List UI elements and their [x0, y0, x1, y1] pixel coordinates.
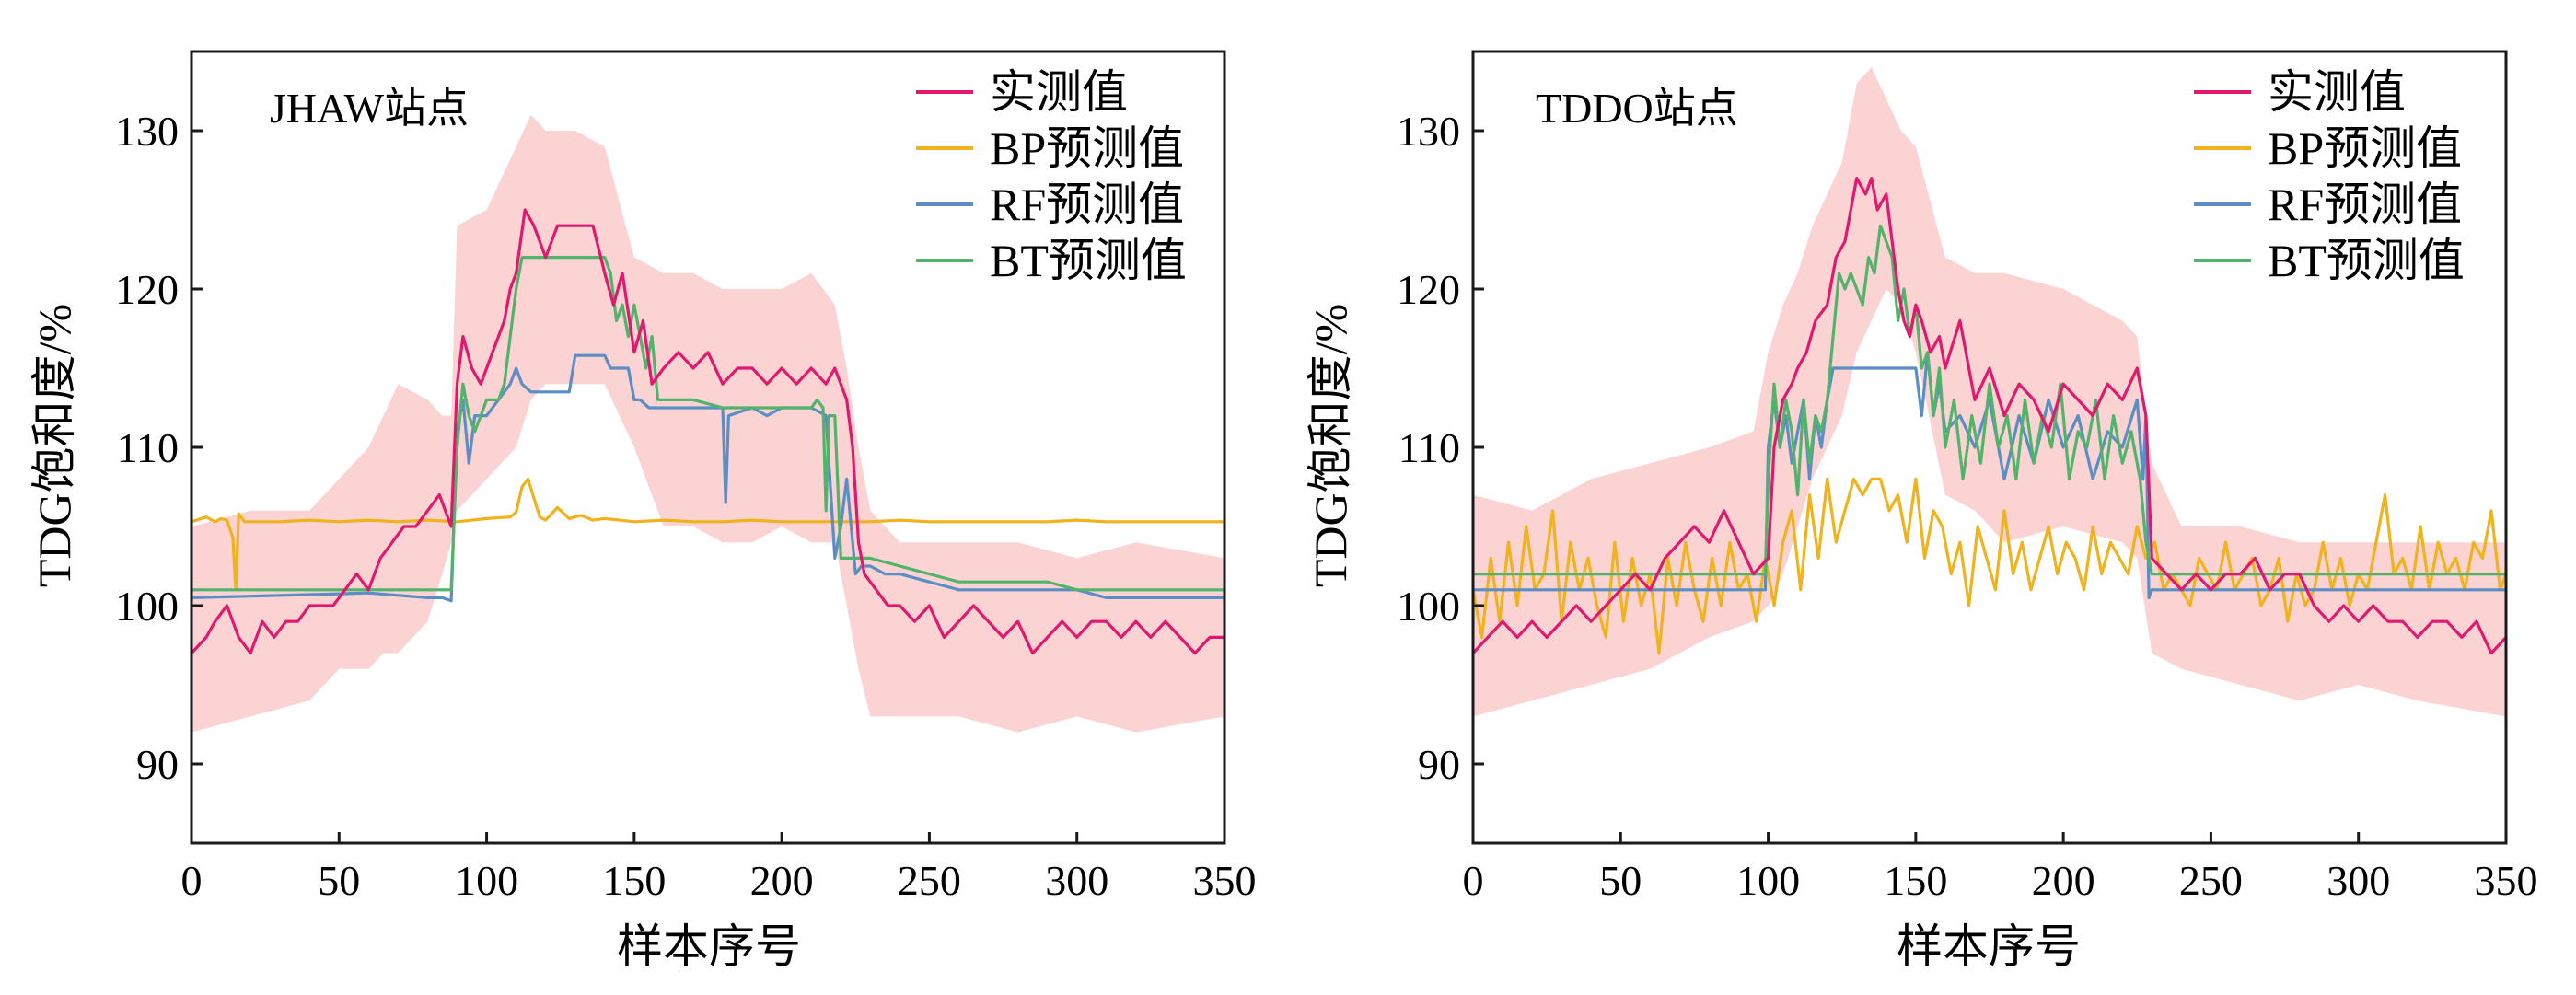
x-tick-label: 100 [455, 857, 518, 904]
x-tick-label: 200 [750, 857, 814, 904]
plot-area: 0 50 100 150 200 250 300 350 90 100 110 120 130 [1397, 50, 2538, 904]
legend-label: BP预测值 [990, 122, 1184, 174]
x-tick-label: 250 [898, 857, 961, 904]
x-tick-label: 0 [181, 857, 203, 904]
y-axis-title: TDG饱和度/% [1305, 304, 1356, 587]
legend-label: RF预测值 [2268, 179, 2462, 230]
legend-label: BP预测值 [2268, 122, 2462, 174]
x-axis-title: 样本序号 [617, 920, 801, 972]
x-tick-label: 300 [2327, 857, 2390, 904]
y-tick-label: 130 [115, 108, 179, 155]
y-tick-label: 130 [1397, 108, 1460, 155]
y-tick-label: 90 [1418, 741, 1460, 788]
x-tick-label: 350 [2475, 857, 2538, 904]
x-tick-label: 50 [318, 857, 360, 904]
legend-label: BT预测值 [990, 235, 1187, 286]
series-line-1 [190, 208, 1224, 655]
series-line-1 [1471, 177, 2508, 655]
y-tick-label: 110 [117, 424, 179, 471]
y-tick-label: 100 [115, 583, 179, 630]
x-tick-label: 350 [1193, 857, 1257, 904]
x-tick-label: 100 [1736, 857, 1800, 904]
legend-label: 实测值 [2268, 66, 2406, 118]
y-tick-label: 110 [1398, 424, 1460, 471]
site-label: JHAW站点 [270, 85, 469, 132]
x-tick-label: 300 [1045, 857, 1108, 904]
x-tick-label: 50 [1599, 857, 1642, 904]
series-line-2 [191, 477, 1224, 592]
legend-label: BT预测值 [2268, 235, 2465, 286]
x-tick-label: 0 [1463, 857, 1484, 904]
series-line-4 [1473, 224, 2506, 576]
legend-label: 实测值 [990, 66, 1128, 118]
x-axis-title: 样本序号 [1897, 920, 2081, 972]
y-tick-label: 120 [1397, 266, 1460, 313]
series-line-3 [191, 353, 1224, 603]
plot-area: 0 50 100 150 200 250 300 350 90 100 110 120 130 [115, 50, 1257, 904]
site-label: TDDO站点 [1536, 85, 1738, 132]
y-tick-label: 120 [115, 266, 179, 313]
chart-panel-tddo: 0 50 100 150 200 250 300 350 90 100 110 120 130 TDDO… [1305, 50, 2538, 972]
x-tick-label: 150 [1884, 857, 1947, 904]
y-tick-label: 90 [136, 741, 179, 788]
chart-panel-jhaw: 0 50 100 150 200 250 300 350 90 100 110 120 130 JHAW… [29, 50, 1257, 972]
y-axis-title: TDG饱和度/% [29, 304, 80, 587]
legend-label: RF预测值 [990, 179, 1184, 230]
x-tick-label: 250 [2179, 857, 2243, 904]
x-tick-label: 200 [2032, 857, 2095, 904]
uncertainty-band [191, 114, 1224, 733]
y-tick-label: 100 [1397, 583, 1460, 630]
x-tick-label: 150 [602, 857, 666, 904]
